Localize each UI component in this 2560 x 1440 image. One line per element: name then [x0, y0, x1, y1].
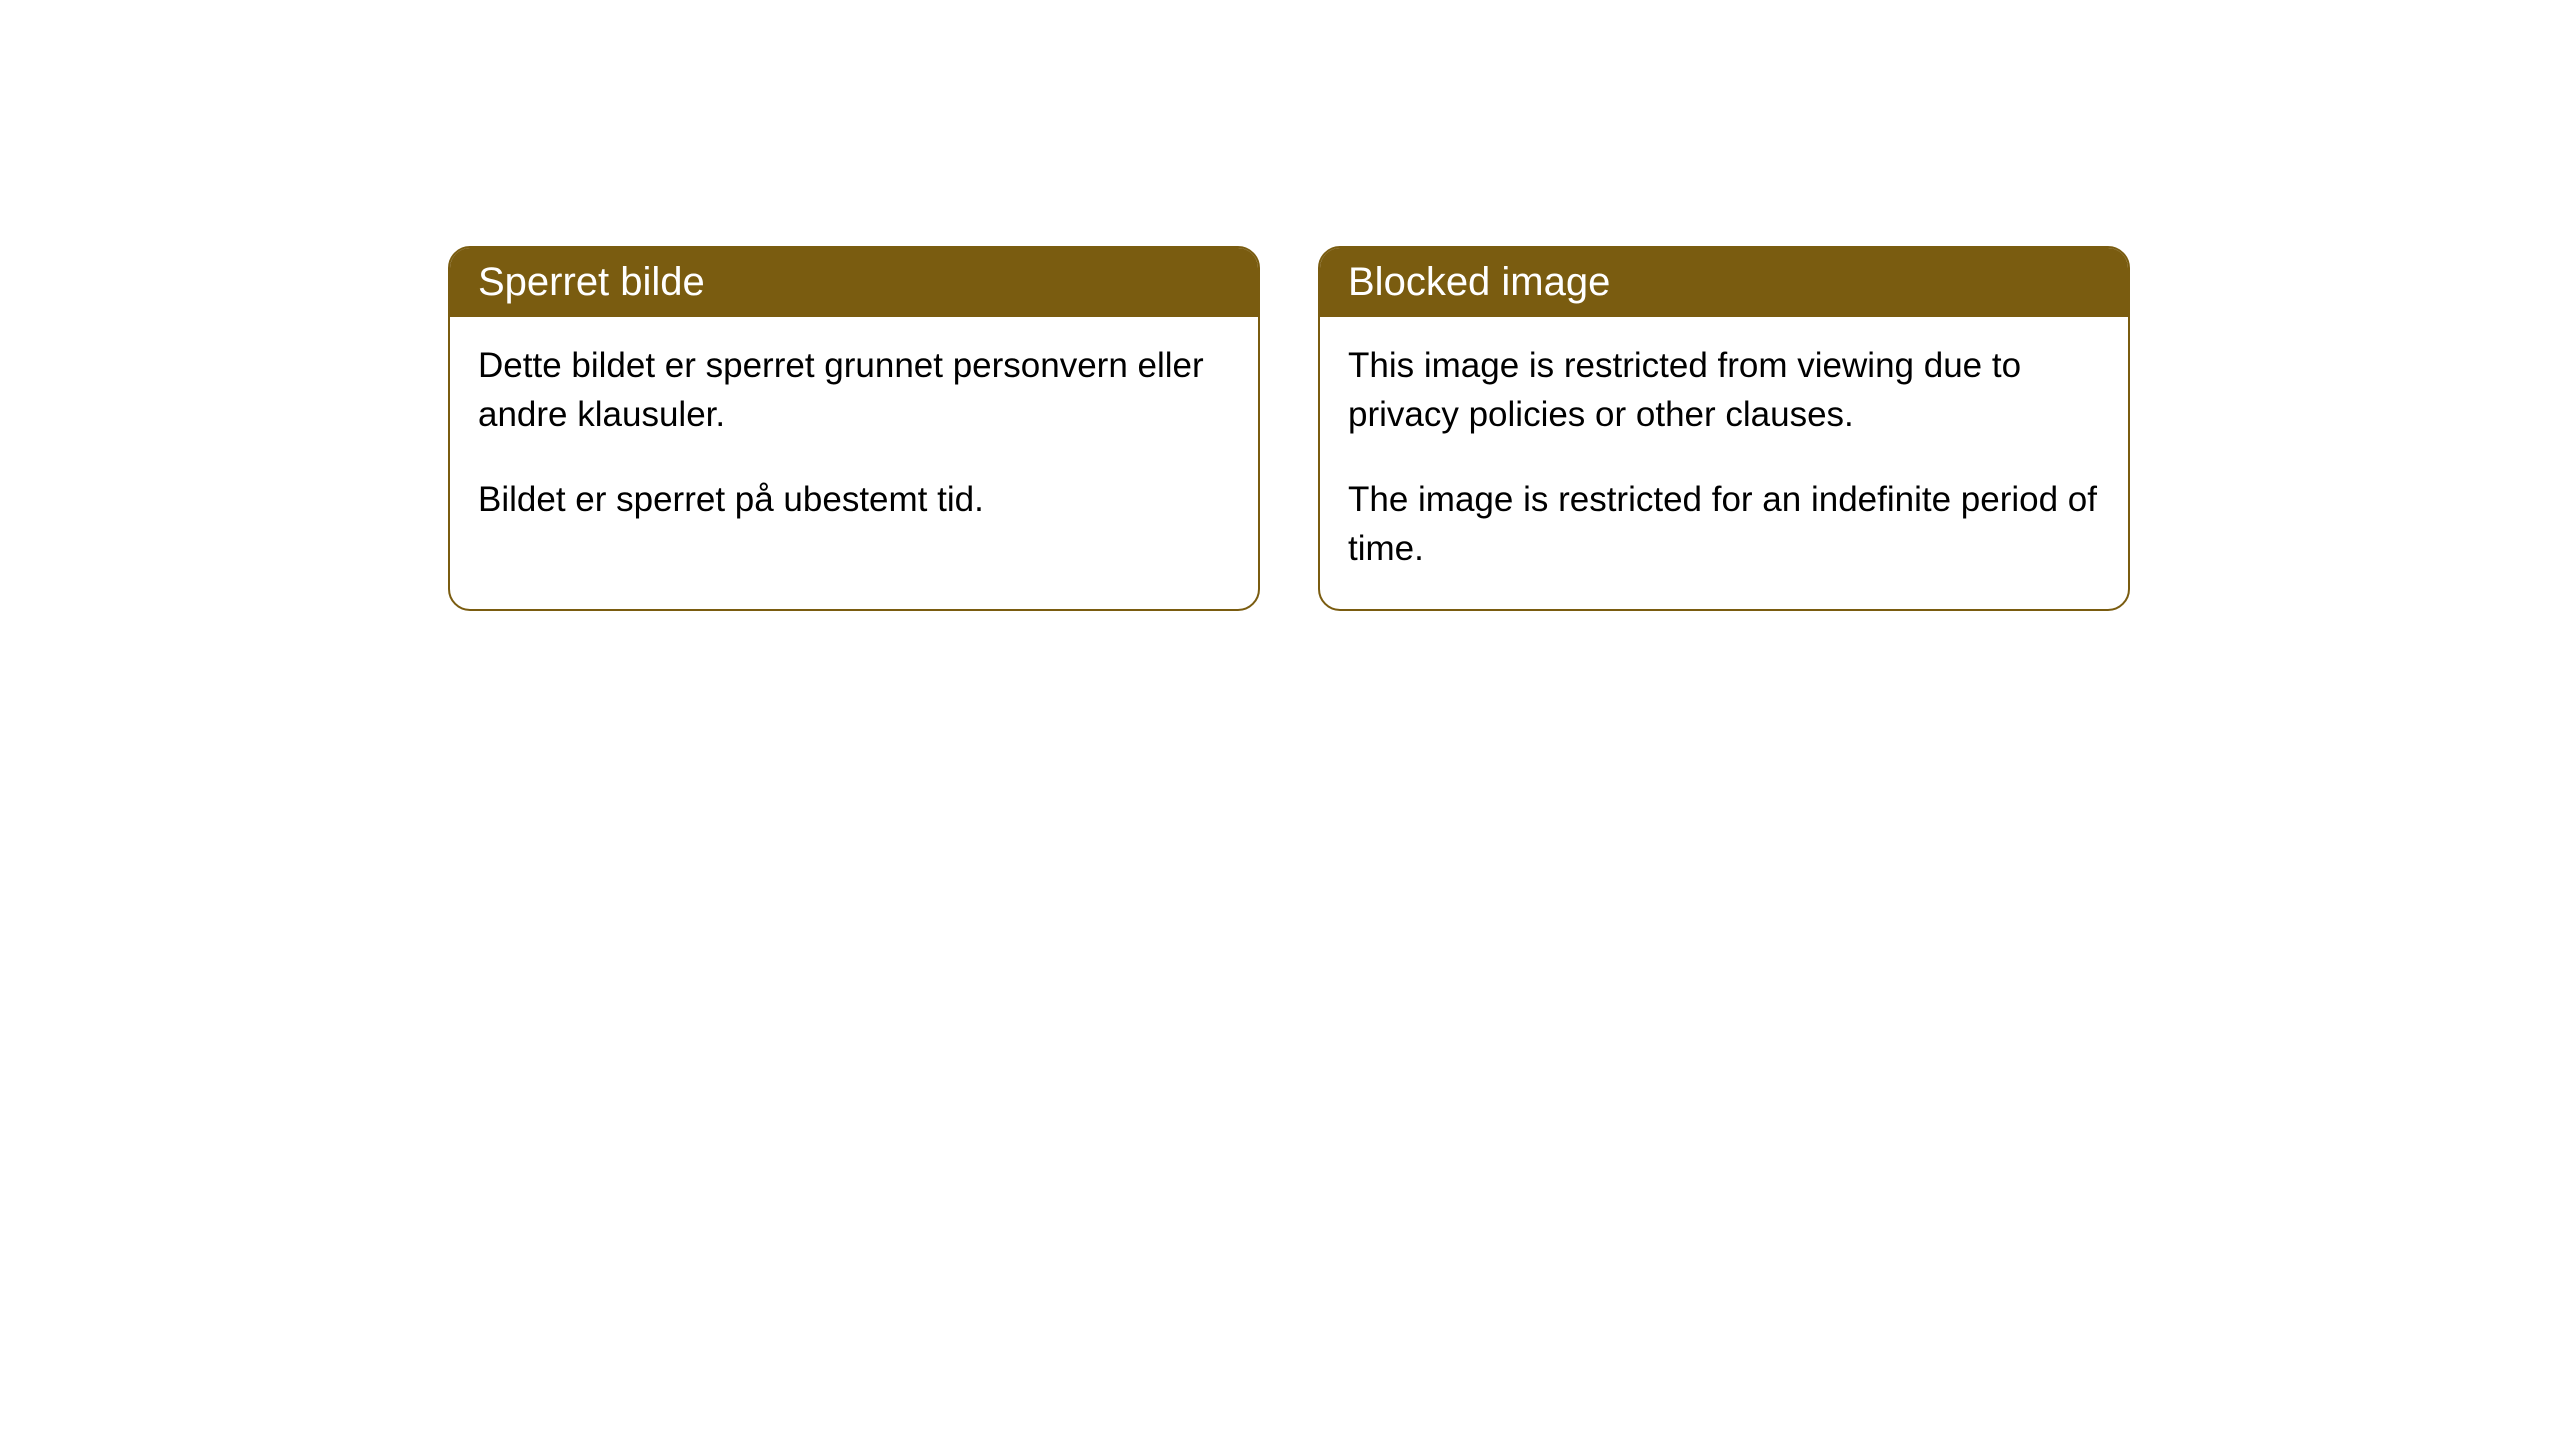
- notice-paragraph: Bildet er sperret på ubestemt tid.: [478, 475, 1230, 524]
- notice-card-norwegian: Sperret bilde Dette bildet er sperret gr…: [448, 246, 1260, 611]
- notice-paragraph: Dette bildet er sperret grunnet personve…: [478, 341, 1230, 439]
- notice-title: Blocked image: [1348, 260, 1610, 304]
- notice-paragraph: This image is restricted from viewing du…: [1348, 341, 2100, 439]
- notice-title: Sperret bilde: [478, 260, 705, 304]
- notice-header: Blocked image: [1320, 248, 2128, 317]
- notice-body: This image is restricted from viewing du…: [1320, 317, 2128, 609]
- notice-paragraph: The image is restricted for an indefinit…: [1348, 475, 2100, 573]
- notice-container: Sperret bilde Dette bildet er sperret gr…: [0, 0, 2560, 611]
- notice-header: Sperret bilde: [450, 248, 1258, 317]
- notice-card-english: Blocked image This image is restricted f…: [1318, 246, 2130, 611]
- notice-body: Dette bildet er sperret grunnet personve…: [450, 317, 1258, 560]
